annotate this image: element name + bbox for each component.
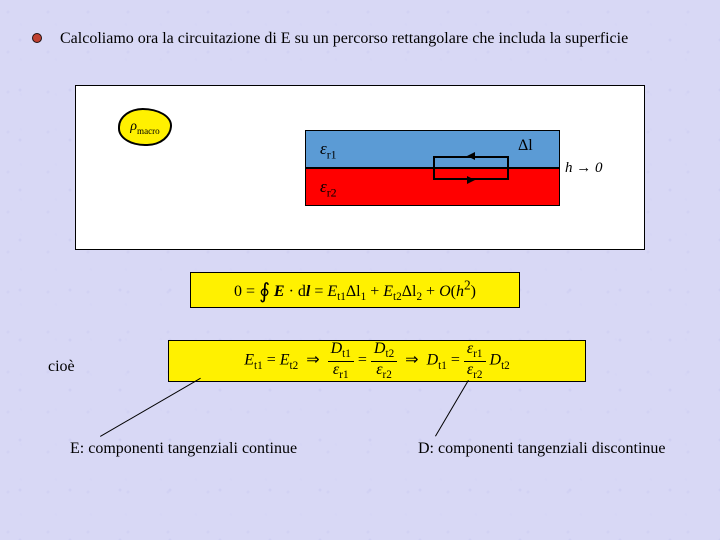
e-continuous-text: E: componenti tangenziali continue: [70, 440, 297, 458]
intro-text: Calcoliamo ora la circuitazione di E su …: [60, 30, 628, 48]
bullet-icon: [32, 33, 42, 43]
arrow-right-icon: [435, 380, 469, 437]
epsilon-r1-label: εr1: [320, 139, 337, 162]
d-discontinuous-text: D: componenti tangenziali discontinue: [418, 440, 666, 458]
h-limit-label: h → 0: [565, 160, 603, 177]
rho-macro-blob: ρmacro: [118, 108, 172, 146]
arrow-left-icon: [100, 378, 200, 437]
loop-arrow-top-icon: [467, 152, 475, 160]
equation-implications-text: Et1 = Et2 ⇒ Dt1εr1 = Dt2εr2 ⇒ Dt1 = εr1ε…: [244, 341, 510, 381]
epsilon-r2-label: εr2: [320, 177, 337, 200]
equation-implications: Et1 = Et2 ⇒ Dt1εr1 = Dt2εr2 ⇒ Dt1 = εr1ε…: [168, 340, 586, 382]
equation-circulation-text: 0 = ∮ E · dl = Et1Δl1 + Et2Δl2 + O(h2): [234, 277, 476, 303]
rho-macro-label: ρmacro: [130, 119, 159, 136]
cioe-label: cioè: [48, 358, 75, 376]
loop-arrow-bottom-icon: [467, 176, 475, 184]
delta-l-label: Δl: [518, 137, 533, 155]
equation-circulation: 0 = ∮ E · dl = Et1Δl1 + Et2Δl2 + O(h2): [190, 272, 520, 308]
